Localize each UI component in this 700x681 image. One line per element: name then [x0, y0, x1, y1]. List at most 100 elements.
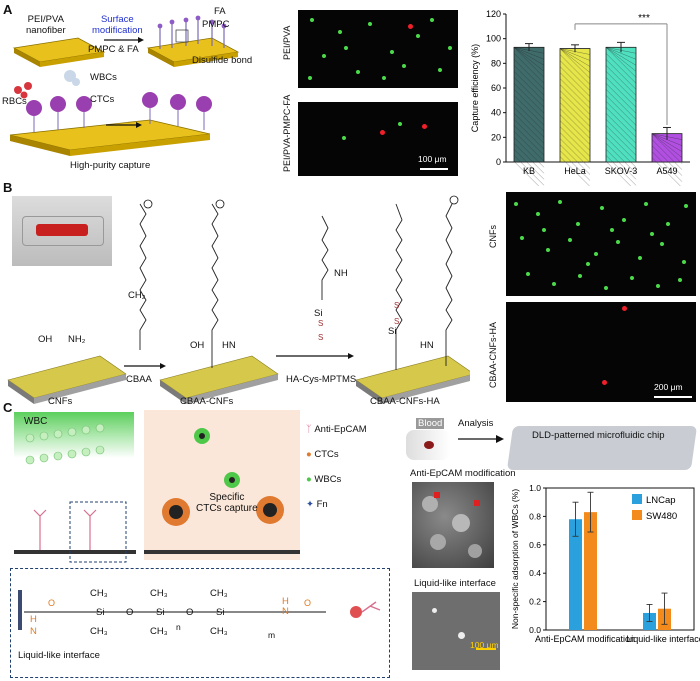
- c-y-tick-label: 0.6: [529, 540, 541, 550]
- a-bar-hatch: [559, 78, 591, 109]
- n-subscript: n: [176, 622, 181, 632]
- b-cbaa-step-label: CBAA: [126, 374, 152, 385]
- a-bar-hatch: [513, 95, 545, 126]
- sem1-title: Anti-EpCAM modification: [410, 468, 516, 479]
- panel-a-schematic: [9, 15, 240, 156]
- a-bar-hatch: [513, 53, 545, 84]
- a-bar-hatch: [513, 77, 545, 108]
- specific-capture-l1: Specific: [209, 492, 245, 503]
- b-nh-label: NH: [334, 268, 348, 279]
- high-purity-label: High-purity capture: [70, 160, 151, 171]
- rbcs-label: RBCs: [2, 96, 27, 107]
- a-bar-hatch: [605, 143, 637, 174]
- a-bar-hatch: [605, 53, 637, 84]
- a-img2-label: PEI/PVA-PMPC-FA: [282, 94, 292, 172]
- legend-antiepcam: ᛉ Anti-EpCAM: [306, 424, 367, 435]
- a-bar-hatch: [605, 59, 637, 90]
- surface-modification-l1: Surface: [100, 14, 134, 25]
- svg-text:S: S: [318, 319, 323, 328]
- panel-c-schematic: [14, 410, 300, 563]
- panel-b-letter: B: [3, 180, 13, 195]
- a-y-tick-label: 40: [491, 108, 501, 118]
- a-bar-hatch: [513, 65, 545, 96]
- a-bar-hatch: [559, 48, 591, 61]
- pmpc-fa-label: PMPC & FA: [88, 44, 139, 55]
- disulfide-label: Disulfide bond: [192, 55, 253, 66]
- a-bar-hatch: [559, 90, 591, 121]
- a-bar-hatch: [559, 150, 591, 181]
- a-y-tick-label: 120: [486, 9, 501, 19]
- a-y-tick-label: 0: [496, 157, 501, 167]
- panel-a-letter: A: [3, 2, 13, 17]
- a-bar-hatch: [559, 54, 591, 85]
- a-bar-hatch: [605, 65, 637, 96]
- ch3-top-2: CH₃: [150, 588, 168, 599]
- svg-text:S: S: [318, 333, 323, 342]
- a-bar-hatch: [559, 156, 590, 186]
- wbcs-label: WBCs: [90, 72, 117, 83]
- a-micrograph-2: 100 μm: [298, 102, 458, 176]
- a-y-tick-label: 20: [491, 132, 501, 142]
- a-bar-hatch: [605, 131, 637, 162]
- a-bar-hatch: [513, 125, 545, 156]
- a-bar-hatch: [513, 113, 545, 144]
- liquid-like-label: Liquid-like interface: [18, 650, 100, 661]
- a-bar-hatch: [651, 145, 683, 176]
- svg-text:O: O: [304, 598, 311, 608]
- c-plot-frame: [545, 487, 695, 631]
- a-bar-hatch: [559, 120, 591, 151]
- a-bar-hatch: [605, 83, 637, 114]
- a-img1-label: PEI/PVA: [282, 25, 292, 60]
- a-y-tick-label: 60: [491, 83, 501, 93]
- a-x-tick-label: HeLa: [564, 166, 586, 176]
- a-bar-hatch: [605, 137, 637, 168]
- a-bar-hatch: [605, 125, 637, 156]
- a-bar-hatch: [559, 48, 591, 73]
- h-label-1: H: [30, 614, 37, 625]
- a-bar-hatch: [651, 157, 681, 186]
- a-bar-hatch: [605, 47, 637, 60]
- surface-modification-label: Surface modification: [92, 14, 143, 36]
- legend-fn-text: Fn: [316, 499, 328, 510]
- a-bar-hatch: [513, 149, 545, 180]
- a-bar-hatch: [605, 119, 637, 150]
- ch3-bot-2: CH₃: [150, 626, 168, 637]
- c-y-tick-label: 0.2: [529, 597, 541, 607]
- ch3-bot-1: CH₃: [90, 626, 108, 637]
- a-bar-hatch: [605, 89, 637, 120]
- a-bar-hatch: [559, 102, 591, 133]
- a-bar-hatch: [513, 131, 545, 162]
- a-bar-hatch: [513, 119, 545, 150]
- c-x-tick-label: Anti-EpCAM modification: [535, 634, 635, 644]
- c-y-tick-label: 0.8: [529, 511, 541, 521]
- a-bar-hatch: [559, 60, 591, 91]
- a-bar-hatch: [651, 133, 683, 158]
- ctcs-label: CTCs: [90, 94, 115, 105]
- a-bar-hatch: [513, 89, 545, 120]
- nanofiber-label-l1: PEI/PVA: [27, 14, 64, 25]
- ch3-top-1: CH₃: [90, 588, 108, 599]
- a-bar-hatch: [559, 132, 591, 163]
- svg-text:S: S: [394, 317, 399, 326]
- a-bar-hatch: [513, 83, 545, 114]
- capture-efficiency-chart: 0 20 40 60 80 100 120 Capture efficiency (%) KB H…: [470, 9, 690, 186]
- surface-modification-l2: modification: [92, 25, 143, 36]
- a-micrograph-1: [298, 10, 458, 88]
- c-bar: [584, 512, 597, 630]
- b-si-label-2: Si: [388, 326, 397, 337]
- a-bar-hatch: [605, 101, 637, 132]
- b-oh-label: OH: [38, 334, 53, 345]
- a-bar-hatch: [559, 96, 591, 127]
- b-img1-label: CNFs: [488, 225, 498, 248]
- a-bar-hatch: [651, 133, 683, 152]
- a-bar-hatch: [651, 133, 683, 164]
- a-bar-hatch: [559, 138, 591, 169]
- specific-capture-label: Specific CTCs capture: [196, 492, 258, 514]
- a-bar-hatch: [513, 101, 545, 132]
- a-bar-hatch: [559, 66, 591, 97]
- a-bar-hatch: [513, 137, 545, 168]
- legend-wbcs-text: WBCs: [314, 474, 342, 485]
- a-x-tick-label: KB: [523, 166, 535, 176]
- a-bar-hatch: [513, 59, 545, 90]
- a-bar-hatch: [605, 77, 637, 108]
